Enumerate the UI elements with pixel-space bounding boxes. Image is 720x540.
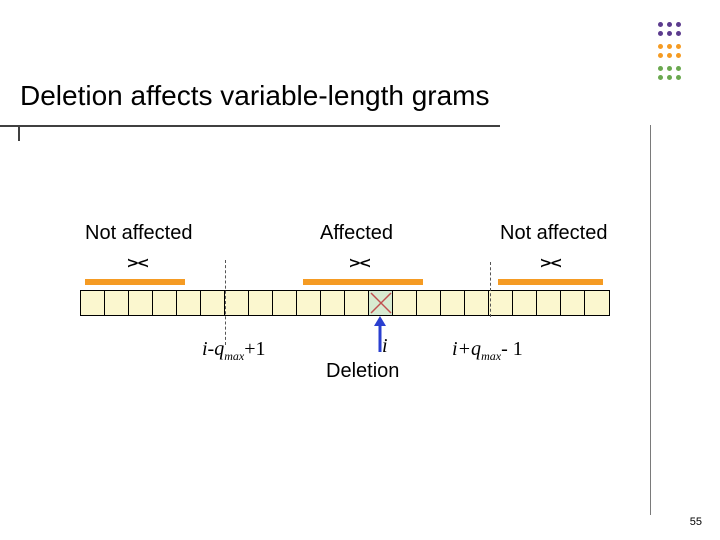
page-number: 55	[690, 516, 702, 528]
tape-cell	[537, 291, 561, 315]
orange-bar-right	[498, 279, 603, 285]
tape-cell	[513, 291, 537, 315]
label-affected: Affected	[320, 222, 393, 245]
slide-title: Deletion affects variable-length grams	[20, 80, 490, 112]
tape-cell	[585, 291, 609, 315]
tape-cell	[465, 291, 489, 315]
bracket-left-icon	[128, 248, 148, 278]
tape-cell	[417, 291, 441, 315]
dot-grid-3	[658, 66, 682, 81]
tape-cell	[393, 291, 417, 315]
dot-grid-1	[658, 22, 682, 37]
tape-cell	[153, 291, 177, 315]
bracket-right-icon	[541, 248, 561, 278]
tape	[80, 290, 610, 316]
tape-cell	[177, 291, 201, 315]
tape-cell	[81, 291, 105, 315]
tape-cell	[129, 291, 153, 315]
tape-cell	[441, 291, 465, 315]
tape-cell	[273, 291, 297, 315]
tape-cell	[249, 291, 273, 315]
pos-label-center: i	[382, 335, 388, 358]
tape-cell	[321, 291, 345, 315]
tape-cell	[297, 291, 321, 315]
bracket-middle-icon	[350, 248, 370, 278]
label-not-affected-left: Not affected	[85, 222, 192, 245]
orange-bar-left	[85, 279, 185, 285]
dashed-line-left	[225, 260, 226, 345]
tape-cell	[105, 291, 129, 315]
side-vertical-line	[650, 125, 651, 515]
tape-cell	[489, 291, 513, 315]
dot-grid-2	[658, 44, 682, 59]
title-underline	[0, 125, 500, 127]
pos-label-left: i-qmax+1	[202, 338, 266, 364]
deletion-label: Deletion	[326, 360, 399, 383]
dashed-line-right	[490, 262, 491, 317]
label-not-affected-right: Not affected	[500, 222, 607, 245]
tape-cell	[225, 291, 249, 315]
tape-cell	[345, 291, 369, 315]
pos-label-right: i+qmax- 1	[452, 338, 523, 364]
title-underline-stub	[0, 125, 20, 141]
tape-cell	[201, 291, 225, 315]
orange-bar-middle	[303, 279, 423, 285]
tape-cell	[369, 291, 393, 315]
tape-cell	[561, 291, 585, 315]
